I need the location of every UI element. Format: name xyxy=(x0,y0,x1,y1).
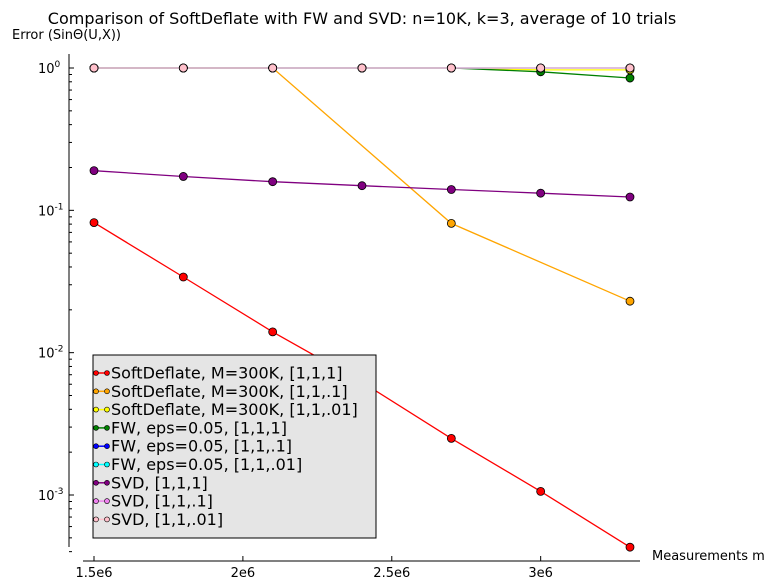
chart-title: Comparison of SoftDeflate with FW and SV… xyxy=(48,9,676,28)
series-9-point xyxy=(268,63,278,73)
legend-box xyxy=(92,354,377,539)
legend-swatch-marker xyxy=(104,516,110,523)
legend-swatch-marker xyxy=(104,498,110,504)
series-9-point xyxy=(446,63,456,73)
legend-label: SVD, [1,1,.1] xyxy=(111,492,213,511)
series-9-point xyxy=(178,63,188,73)
series-2-point xyxy=(446,218,456,228)
legend-swatch-marker xyxy=(104,388,110,395)
series-7-point xyxy=(178,172,188,181)
y-tick-label: 10-3 xyxy=(38,487,64,504)
legend-label: FW, eps=0.05, [1,1,.01] xyxy=(111,455,302,474)
legend-swatch-marker xyxy=(104,370,110,376)
series-1-point xyxy=(89,218,99,228)
series-7-point xyxy=(536,188,546,198)
legend-swatch-marker xyxy=(104,425,110,431)
legend-label: SoftDeflate, M=300K, [1,1,.01] xyxy=(111,400,358,419)
x-tick-label: 2.5e6 xyxy=(373,566,410,581)
y-tick-label: 10-2 xyxy=(38,345,64,362)
legend-swatch-marker xyxy=(93,461,99,468)
y-axis-label: Error (SinΘ(U,X)) xyxy=(12,28,121,43)
legend-label: SVD, [1,1,.01] xyxy=(111,510,223,529)
y-tick-label: 100 xyxy=(38,60,61,77)
legend-swatch-marker xyxy=(104,406,110,413)
series-7-point xyxy=(625,192,635,202)
legend-swatch-marker xyxy=(104,461,110,468)
legend-swatch-marker xyxy=(93,406,99,413)
x-axis-label: Measurements m xyxy=(652,549,765,564)
legend-label: SoftDeflate, M=300K, [1,1,.1] xyxy=(111,382,348,401)
legend-swatch-marker xyxy=(104,443,110,450)
legend-label: FW, eps=0.05, [1,1,1] xyxy=(111,418,287,437)
series-markers xyxy=(89,63,635,552)
legend-swatch-marker xyxy=(93,498,99,504)
axis-ticks: 1.5e6 2e6 2.5e6 3e6 100 10-1 10-2 10-3 xyxy=(38,60,553,581)
series-7-point xyxy=(446,185,456,194)
legend: SoftDeflate, M=300K, [1,1,1]SoftDeflate,… xyxy=(92,354,377,539)
series-7-point xyxy=(357,181,367,191)
legend-swatch-marker xyxy=(93,479,99,486)
legend-label: SoftDeflate, M=300K, [1,1,1] xyxy=(111,364,343,383)
series-7-point xyxy=(89,166,99,176)
series-4-point xyxy=(625,73,635,83)
legend-label: SVD, [1,1,1] xyxy=(111,473,208,492)
series-9-point xyxy=(536,63,546,73)
x-tick-label: 2e6 xyxy=(231,566,256,581)
y-tick-label: 10-1 xyxy=(38,202,64,219)
legend-swatch-marker xyxy=(104,479,110,486)
series-2-point xyxy=(625,296,635,306)
legend-swatch-marker xyxy=(93,425,99,431)
series-9-point xyxy=(89,63,99,73)
series-9-point xyxy=(357,63,367,73)
series-1-point xyxy=(268,327,278,337)
series-1-point xyxy=(446,433,456,443)
series-1-point xyxy=(536,486,546,496)
series-7-point xyxy=(268,177,278,187)
series-9-point xyxy=(625,63,635,73)
x-tick-label: 1.5e6 xyxy=(76,566,113,581)
legend-swatch-marker xyxy=(93,388,99,395)
series-1-point xyxy=(625,542,635,552)
series-1-point xyxy=(178,272,188,282)
x-tick-label: 3e6 xyxy=(528,566,553,581)
legend-label: FW, eps=0.05, [1,1,.1] xyxy=(111,437,292,456)
legend-swatch-marker xyxy=(93,370,99,376)
legend-swatch-marker xyxy=(93,443,99,450)
legend-swatch-marker xyxy=(93,516,99,523)
